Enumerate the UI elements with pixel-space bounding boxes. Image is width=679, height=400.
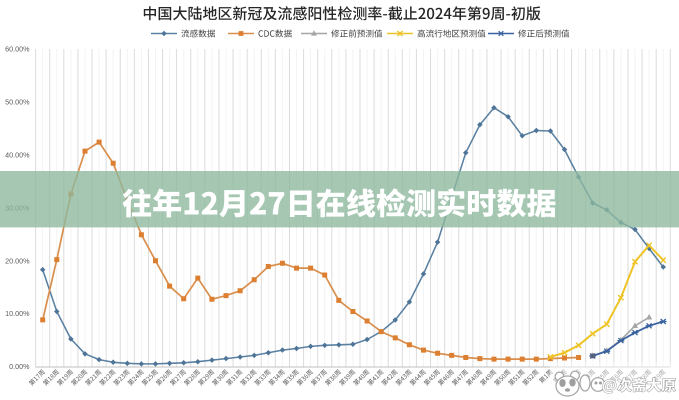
svg-text:40.00%: 40.00% — [5, 150, 30, 159]
svg-text:10.00%: 10.00% — [5, 309, 30, 318]
svg-text:0.00%: 0.00% — [9, 362, 30, 371]
svg-text:50.00%: 50.00% — [5, 98, 30, 107]
svg-text:60.00%: 60.00% — [5, 45, 30, 54]
svg-text:20.00%: 20.00% — [5, 256, 30, 265]
